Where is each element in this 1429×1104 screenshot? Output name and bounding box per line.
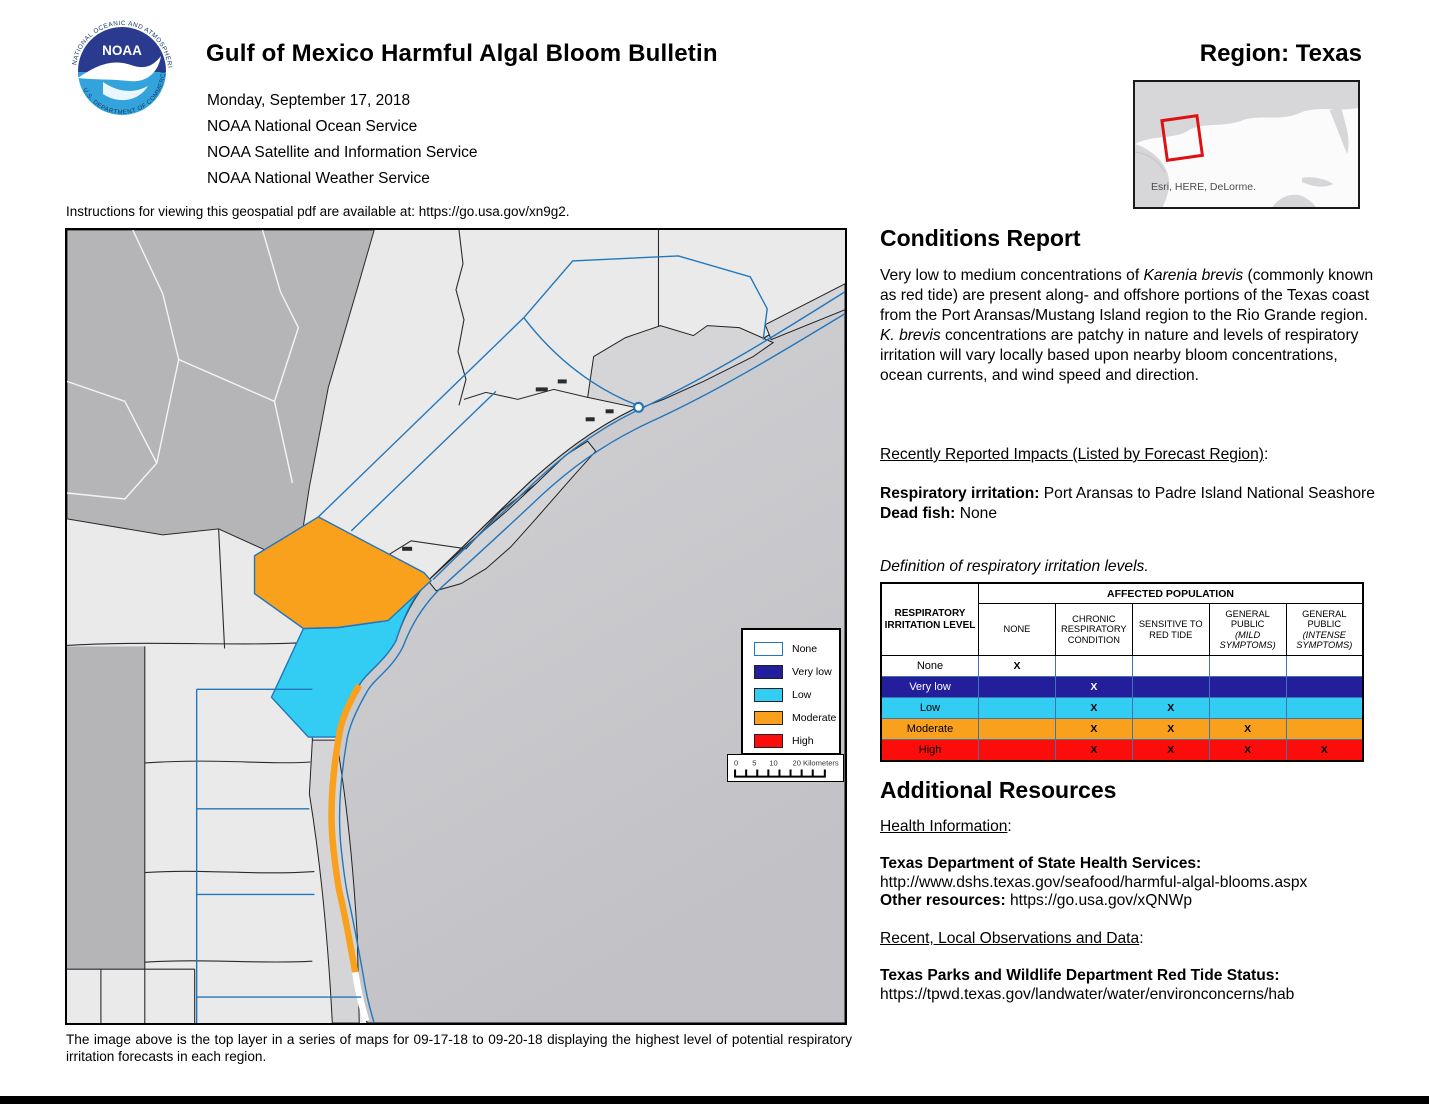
dead-fish-label: Dead fish: [880,504,956,522]
map-legend: None Very low Low Moderate High [741,628,841,755]
legend-label: None [792,642,818,655]
legend-label: High [792,734,814,747]
column-header: CHRONIC RESPIRATORY CONDITION [1054,603,1133,656]
inset-map-graphic [1135,82,1358,207]
viewing-instructions: Instructions for viewing this geospatial… [66,204,570,219]
table-row: None X [880,655,1364,677]
legend-label: Very low [792,665,832,678]
map-caption: The image above is the top layer in a se… [66,1032,852,1064]
legend-item-moderate: Moderate [754,706,839,729]
conditions-report-heading: Conditions Report [880,225,1081,251]
legend-swatch-none [754,641,783,656]
health-information-heading: Health Information: [880,818,1377,836]
legend-swatch-very-low [754,664,783,679]
forecast-region-boundaries [195,255,845,1023]
conditions-paragraph: Very low to medium concentrations of Kar… [880,266,1377,386]
noaa-logo: NATIONAL OCEANIC AND ATMOSPHERIC ADMINIS… [60,7,181,130]
column-header: NONE [978,603,1056,656]
other-resources-url-link[interactable]: https://go.usa.gov/xQNWp [1005,892,1193,910]
forecast-map: None Very low Low Moderate High 0 [65,228,847,1025]
noaa-logo-icon: NATIONAL OCEANIC AND ATMOSPHERIC ADMINIS… [60,7,179,128]
impacts-heading-text: Recently Reported Impacts (Listed by For… [880,446,1264,463]
impacts-heading-colon: : [1263,446,1269,463]
table-corner-header: RESPIRATORY IRRITATION LEVEL [880,582,979,656]
observations-heading-text: Recent, Local Observations and Data [880,930,1140,947]
inlet-marker [632,401,645,413]
dead-fish-value: None [955,504,998,522]
legend-label: Low [792,688,812,701]
header-lines: Monday, September 17, 2018 NOAA National… [207,88,478,192]
coastal-counties [308,283,845,1023]
agency-line: NOAA Satellite and Information Service [207,144,478,161]
column-header: GENERAL PUBLIC (MILD SYMPTOMS) [1208,603,1287,656]
logo-noaa-text: NOAA [102,43,142,58]
dshs-resource-block: Texas Department of State Health Service… [880,855,1377,911]
scalebar-tick: 5 [752,758,756,767]
scalebar-tick: 0 [734,758,738,767]
legend-item-high: High [754,729,839,752]
tpwd-url-link[interactable]: https://tpwd.texas.gov/landwater/water/e… [880,985,1295,1003]
table-row: Very low X [880,676,1364,698]
map-attribution: Esri, HERE, DeLorme. [1151,181,1257,193]
legend-swatch-moderate [754,710,783,725]
respiratory-irritation-value: Port Aransas to Padre Island National Se… [1039,485,1375,502]
legend-item-none: None [754,637,839,660]
health-heading-colon: : [1007,818,1012,835]
observations-heading-colon: : [1139,930,1144,947]
legend-item-very-low: Very low [754,660,839,683]
none-coastal-strip [352,971,370,1022]
legend-swatch-low [754,687,783,702]
page-title: Gulf of Mexico Harmful Algal Bloom Bulle… [206,40,718,67]
dshs-label: Texas Department of State Health Service… [880,855,1202,872]
legend-item-low: Low [754,683,839,706]
tpwd-resource-block: Texas Parks and Wildlife Department Red … [880,967,1377,1004]
species-name: Karenia brevis [1143,267,1244,284]
bulletin-date: Monday, September 17, 2018 [207,92,411,109]
region-highlight-box [1160,113,1205,163]
impacts-body: Respiratory irritation: Port Aransas to … [880,484,1377,523]
map-scalebar: 0 5 10 20 Kilometers [727,754,844,782]
scalebar-tick: 10 [769,758,777,767]
irritation-table: RESPIRATORY IRRITATION LEVEL AFFECTED PO… [880,582,1364,762]
county-lines-dark [67,230,300,500]
region-title: Region: Texas [1199,40,1362,67]
moderate-region [253,516,433,630]
respiratory-irritation-label: Respiratory irritation: [880,485,1040,502]
moderate-coastal-strip [328,683,363,973]
table-caption: Definition of respiratory irritation lev… [880,558,1149,575]
agency-line: NOAA National Weather Service [207,170,430,187]
dshs-url-link[interactable]: http://www.dshs.texas.gov/seafood/harmfu… [880,873,1308,891]
impacts-heading: Recently Reported Impacts (Listed by For… [880,446,1377,464]
conditions-text: (commonly known as red tide) are present… [880,267,1374,324]
column-header: SENSITIVE TO RED TIDE [1131,603,1210,656]
forecast-map-graphic [67,230,845,1023]
region-inset-map: Esri, HERE, DeLorme. [1133,80,1360,209]
agency-line: NOAA National Ocean Service [207,118,418,135]
observations-heading: Recent, Local Observations and Data: [880,930,1377,948]
column-header: GENERAL PUBLIC (INTENSE SYMPTOMS) [1285,603,1364,656]
table-group-header: AFFECTED POPULATION [978,582,1364,604]
legend-label: Moderate [792,711,837,724]
legend-swatch-high [754,733,783,748]
tpwd-label: Texas Parks and Wildlife Department Red … [880,967,1280,984]
scalebar-ruler [734,769,826,778]
species-name: K. brevis [880,327,941,344]
additional-resources-heading: Additional Resources [880,777,1117,803]
conditions-text: Very low to medium concentrations of [880,267,1144,284]
scalebar-tick: 20 Kilometers [793,758,839,767]
other-resources-label: Other resources: [880,892,1006,910]
health-heading-text: Health Information [880,818,1008,835]
page-bottom-edge [0,1096,1429,1104]
conditions-text: concentrations are patchy in nature and … [880,327,1359,384]
